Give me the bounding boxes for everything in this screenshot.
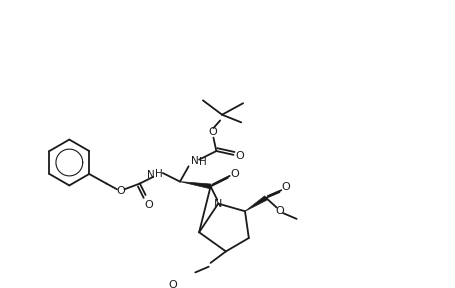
Text: O: O — [230, 169, 238, 179]
Text: H: H — [199, 157, 207, 166]
Text: O: O — [274, 206, 283, 216]
Text: O: O — [167, 280, 177, 288]
Text: N: N — [213, 199, 222, 209]
Text: O: O — [116, 186, 125, 196]
Text: H: H — [155, 169, 162, 179]
Text: N: N — [147, 170, 155, 180]
Text: N: N — [191, 156, 199, 166]
Text: O: O — [281, 182, 290, 192]
Polygon shape — [180, 182, 211, 189]
Text: O: O — [235, 151, 244, 161]
Polygon shape — [244, 196, 267, 211]
Text: O: O — [144, 200, 152, 210]
Text: O: O — [207, 127, 217, 137]
